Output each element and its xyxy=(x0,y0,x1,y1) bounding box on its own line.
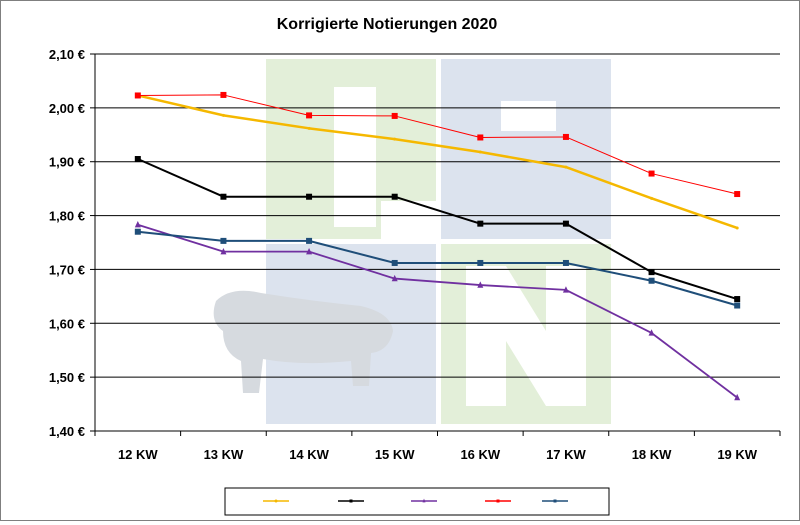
watermark-block xyxy=(441,59,611,239)
watermark-letter xyxy=(334,87,376,227)
series-line xyxy=(137,158,738,301)
y-tick-label: 1,70 € xyxy=(49,262,85,277)
data-point xyxy=(735,226,739,230)
data-point xyxy=(477,134,484,141)
y-tick-label: 2,00 € xyxy=(49,101,85,116)
series-2 xyxy=(134,156,741,303)
series-3 xyxy=(134,221,741,401)
data-point xyxy=(734,393,741,401)
data-point xyxy=(648,269,655,276)
data-point xyxy=(562,133,569,140)
data-point xyxy=(221,113,225,117)
y-tick-label: 2,10 € xyxy=(49,47,85,62)
series-line xyxy=(137,94,738,195)
x-tick-label: 18 KW xyxy=(632,447,672,462)
data-point xyxy=(496,499,500,503)
data-point xyxy=(422,498,426,503)
x-tick-label: 13 KW xyxy=(204,447,244,462)
data-point xyxy=(562,220,569,227)
data-point xyxy=(134,228,141,235)
data-point xyxy=(220,91,227,98)
y-tick-label: 1,80 € xyxy=(49,209,85,224)
legend-entry xyxy=(411,498,437,503)
data-point xyxy=(391,274,398,282)
legend-entry xyxy=(338,499,364,503)
data-point xyxy=(648,277,655,284)
data-point xyxy=(349,499,353,503)
x-tick-label: 16 KW xyxy=(460,447,500,462)
data-point xyxy=(477,220,484,227)
data-point xyxy=(564,165,568,169)
data-point xyxy=(734,296,741,303)
data-point xyxy=(306,193,313,200)
data-point xyxy=(391,112,398,119)
y-tick-label: 1,90 € xyxy=(49,155,85,170)
x-tick-label: 19 KW xyxy=(717,447,757,462)
data-point xyxy=(134,221,141,228)
data-point xyxy=(220,237,227,244)
data-point xyxy=(478,150,482,154)
data-point xyxy=(477,259,484,266)
legend xyxy=(224,487,610,516)
data-point xyxy=(734,302,741,309)
data-point xyxy=(648,170,655,177)
data-point xyxy=(648,329,655,336)
series-line xyxy=(137,230,738,307)
axes xyxy=(90,53,781,436)
x-tick-label: 12 KW xyxy=(118,447,158,462)
data-point xyxy=(220,193,227,200)
watermark-letter xyxy=(466,266,586,406)
data-point xyxy=(393,137,397,141)
series-line xyxy=(137,94,738,230)
data-point xyxy=(391,259,398,266)
x-tick-label: 15 KW xyxy=(375,447,415,462)
data-point xyxy=(477,281,484,288)
series-line xyxy=(137,223,738,399)
y-tick-label: 1,60 € xyxy=(49,316,85,331)
chart-title: Korrigierte Notierungen 2020 xyxy=(277,16,498,33)
series-layer xyxy=(134,91,741,401)
y-tick-label: 1,50 € xyxy=(49,370,85,385)
watermark-pig xyxy=(213,290,393,393)
legend-entry xyxy=(542,499,568,503)
series-4 xyxy=(134,91,741,198)
tick-labels: 2,10 € 2,00 € 1,90 € 1,80 € 1,70 € 1,60 € 1,50… xyxy=(49,47,758,462)
data-point xyxy=(650,196,654,200)
data-point xyxy=(391,193,398,200)
data-point xyxy=(562,286,569,293)
data-point xyxy=(134,92,141,99)
data-point xyxy=(553,499,557,503)
data-point xyxy=(134,156,141,163)
series-5 xyxy=(134,228,741,309)
legend-entry xyxy=(263,499,289,503)
data-point xyxy=(307,126,311,130)
data-point xyxy=(306,112,313,119)
isn-watermark-logo xyxy=(213,59,611,424)
data-point xyxy=(306,237,313,244)
x-tick-label: 14 KW xyxy=(289,447,329,462)
data-point xyxy=(734,191,741,198)
legend-entry xyxy=(485,499,511,503)
data-point xyxy=(306,247,313,255)
data-point xyxy=(220,247,227,255)
data-point xyxy=(274,499,278,503)
y-tick-label: 1,40 € xyxy=(49,424,85,439)
data-point xyxy=(562,259,569,266)
x-tick-label: 17 KW xyxy=(546,447,586,462)
